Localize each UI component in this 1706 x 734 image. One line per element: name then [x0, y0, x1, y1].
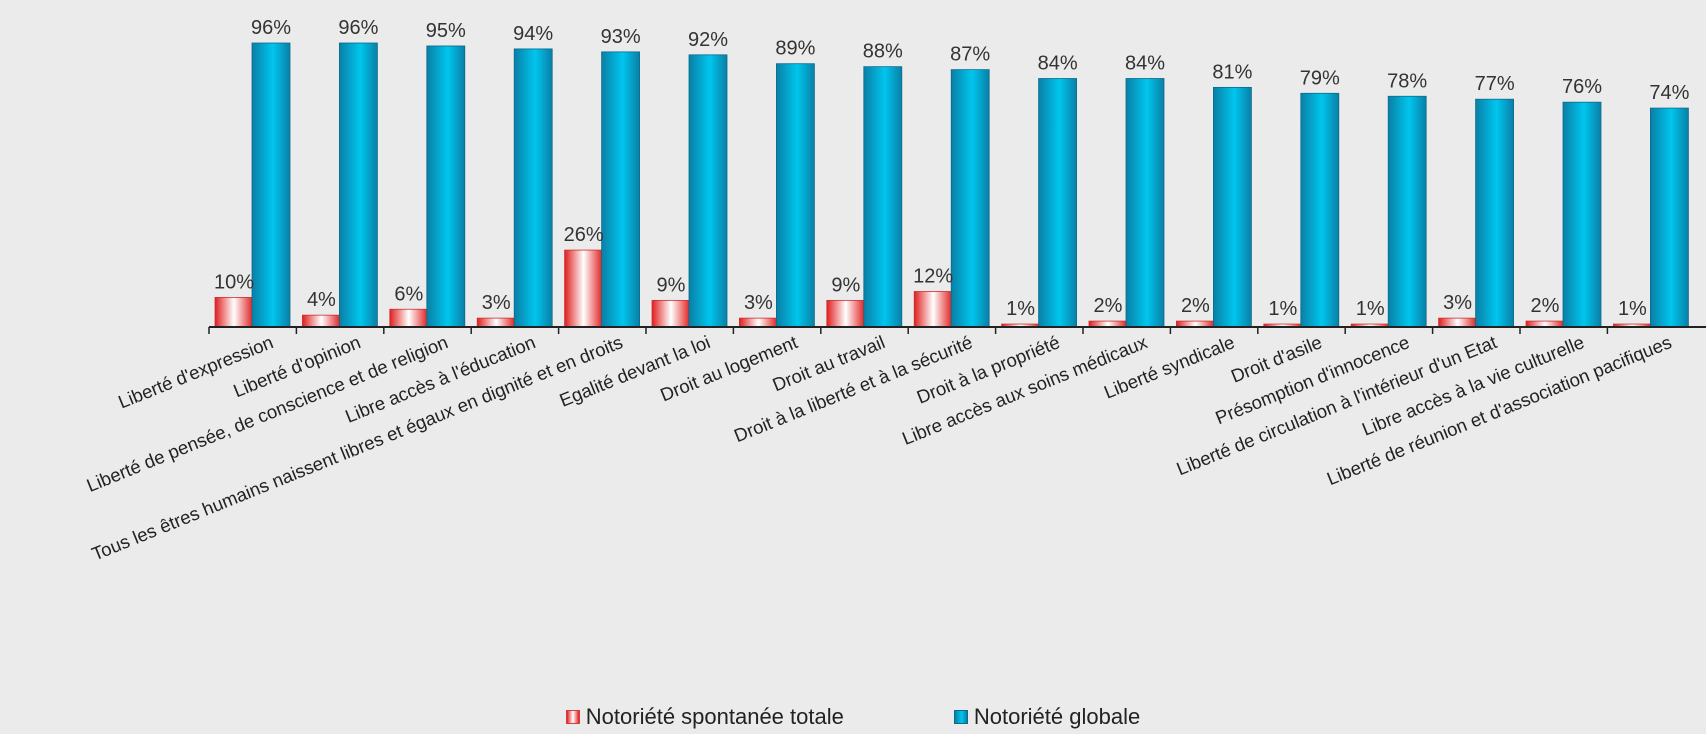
category-label-0: Liberté d'expression [115, 331, 276, 412]
legend-item-series-1: Notoriété spontanée totale [565, 704, 844, 730]
value-label-series-2-15: 76% [1562, 76, 1602, 98]
value-label-series-2-2: 95% [426, 20, 466, 42]
bar-series-2-1 [338, 42, 378, 328]
bars-layer [214, 42, 1689, 328]
category-label-5: Egalité devant la loi [556, 331, 713, 411]
bar-series-2-15 [1562, 101, 1602, 328]
bar-series-2-14 [1475, 98, 1514, 328]
bar-series-2-11 [1213, 86, 1252, 328]
bar-series-2-2 [426, 45, 466, 328]
value-label-series-2-0: 96% [251, 17, 291, 39]
bar-series-2-3 [513, 48, 553, 328]
legend-label-series-1: Notoriété spontanée totale [585, 704, 844, 729]
value-label-series-1-7: 9% [831, 274, 860, 296]
category-label-2: Liberté de pensée, de conscience et de r… [83, 331, 450, 496]
value-label-series-1-10: 2% [1094, 295, 1123, 317]
value-label-series-2-9: 84% [1038, 53, 1078, 75]
legend: Notoriété spontanée totale Notoriété glo… [0, 704, 1706, 730]
value-label-series-2-8: 87% [950, 44, 990, 66]
bar-series-2-6 [776, 63, 815, 328]
bar-series-2-4 [601, 51, 640, 328]
value-labels-layer: 10% 96% 4% 96% 6% 95% 3% 94% 26% 93% 9% 92% 3% 89% 9% 8… [214, 17, 1690, 320]
bar-series-2-13 [1387, 95, 1427, 328]
value-label-series-1-12: 1% [1268, 298, 1297, 320]
value-label-series-1-2: 6% [394, 283, 423, 305]
value-label-series-2-5: 92% [688, 29, 728, 51]
value-label-series-1-0: 10% [214, 271, 254, 293]
legend-item-series-2: Notoriété globale [953, 704, 1141, 730]
bar-series-2-12 [1300, 92, 1340, 328]
value-label-series-1-13: 1% [1356, 298, 1385, 320]
value-label-series-1-9: 1% [1006, 298, 1035, 320]
value-label-series-2-1: 96% [338, 17, 378, 39]
value-label-series-1-8: 12% [913, 266, 953, 288]
value-label-series-2-12: 79% [1300, 67, 1340, 89]
bar-series-1-8 [913, 291, 953, 328]
value-label-series-2-16: 74% [1649, 82, 1689, 104]
value-label-series-1-3: 3% [482, 292, 511, 314]
value-label-series-1-1: 4% [307, 289, 336, 311]
value-label-series-2-4: 93% [601, 26, 641, 48]
value-label-series-1-6: 3% [744, 292, 773, 314]
bar-series-1-6 [739, 317, 778, 328]
value-label-series-2-14: 77% [1475, 73, 1515, 95]
value-label-series-2-13: 78% [1387, 70, 1427, 92]
bar-series-2-0 [251, 42, 291, 328]
bar-series-1-14 [1438, 317, 1477, 328]
value-label-series-1-16: 1% [1618, 298, 1647, 320]
x-axis-ticks [208, 327, 1609, 334]
bar-series-1-2 [389, 308, 429, 328]
value-label-series-1-4: 26% [564, 224, 604, 246]
value-label-series-2-3: 94% [513, 23, 553, 45]
value-label-series-2-11: 81% [1212, 61, 1252, 83]
bar-series-1-5 [651, 299, 691, 328]
bar-series-2-16 [1650, 107, 1689, 328]
bar-series-2-7 [863, 66, 903, 328]
legend-label-series-2: Notoriété globale [973, 704, 1141, 729]
legend-swatch-series-1 [565, 710, 580, 724]
bar-series-2-5 [688, 54, 728, 328]
legend-swatch-series-2 [953, 710, 968, 724]
value-label-series-2-7: 88% [863, 41, 903, 63]
value-label-series-1-5: 9% [657, 274, 686, 296]
value-label-series-2-10: 84% [1125, 53, 1165, 75]
value-label-series-1-14: 3% [1443, 292, 1472, 314]
bar-series-2-9 [1038, 78, 1077, 328]
bar-series-1-7 [826, 299, 866, 328]
bar-series-1-0 [214, 297, 254, 328]
bar-series-1-3 [476, 317, 516, 328]
bar-series-2-8 [950, 69, 990, 328]
value-label-series-1-11: 2% [1181, 295, 1210, 317]
bar-series-1-1 [301, 314, 341, 328]
bar-series-1-4 [564, 249, 603, 328]
value-label-series-1-15: 2% [1531, 295, 1560, 317]
value-label-series-2-6: 89% [775, 38, 815, 60]
bar-series-2-10 [1125, 78, 1165, 328]
